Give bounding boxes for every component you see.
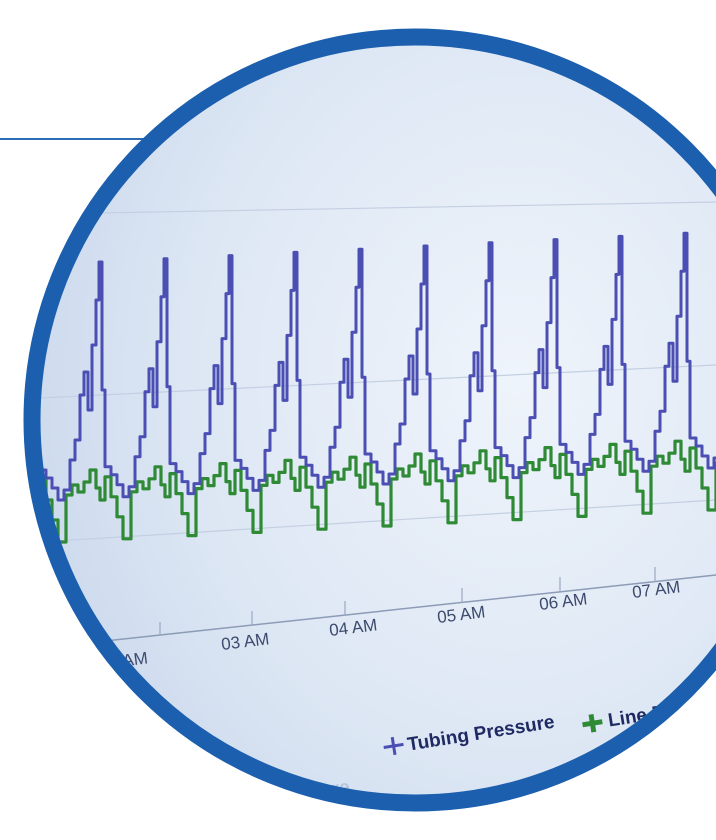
- series-line-tubing-pressure: [40, 228, 716, 502]
- series-line-line-pressure: [40, 436, 716, 544]
- plus-marker-icon: [383, 736, 404, 756]
- lens-ring: [23, 28, 716, 812]
- plus-marker-icon: [582, 713, 603, 733]
- x-axis: [39, 574, 716, 649]
- x-axis-ticks: [159, 567, 656, 636]
